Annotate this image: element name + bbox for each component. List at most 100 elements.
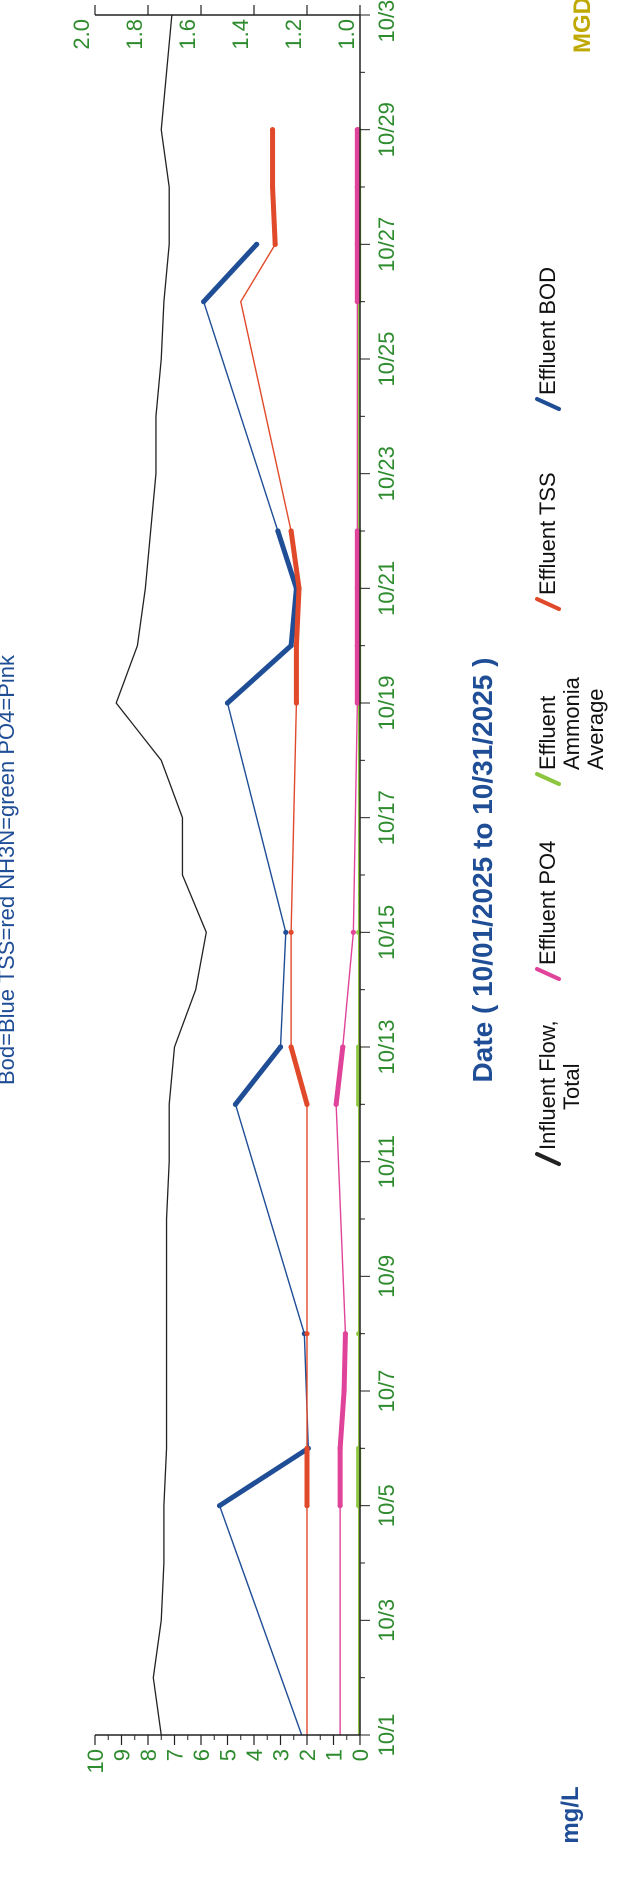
x-tick-label: 10/1 [374, 1714, 399, 1757]
y-tick-label-left: 1 [322, 1749, 347, 1761]
series-segment-1 [270, 184, 278, 247]
series-point-1 [272, 241, 278, 247]
series-point-3 [333, 1101, 339, 1107]
series-line-1 [240, 129, 308, 1735]
y-axis-label-left: mg/L [557, 1786, 584, 1843]
y-tick-label-left: 4 [242, 1749, 267, 1761]
series-segment-0 [288, 585, 299, 649]
series-point-3 [354, 241, 360, 247]
series-point-1 [288, 929, 294, 935]
y-tick-label-right: 1.6 [175, 19, 200, 50]
series-point-3 [341, 1388, 347, 1394]
series-segment-1 [293, 585, 302, 649]
x-tick-label: 10/27 [374, 217, 399, 272]
series-segment-0 [275, 528, 299, 591]
series-point-1 [288, 528, 294, 534]
series-point-1 [304, 1101, 310, 1107]
y-axis-label-right: MGD [569, 0, 596, 53]
x-tick-label: 10/3 [374, 1599, 399, 1642]
series-point-0 [232, 1101, 239, 1107]
series-point-3 [350, 929, 356, 935]
series-point-3 [337, 1503, 343, 1509]
y-tick-label-right: 1.4 [228, 19, 253, 50]
series-point-0 [277, 1044, 284, 1050]
series-segment-3 [341, 1331, 348, 1394]
series-segment-1 [288, 1044, 310, 1107]
series-segment-3 [333, 1044, 346, 1107]
legend-swatch [535, 1152, 561, 1166]
x-axis-label: Date ( 10/01/2025 to 10/31/2025 ) [467, 658, 498, 1083]
y-tick-label-right: 1.0 [334, 19, 359, 50]
x-tick-label: 10/5 [374, 1484, 399, 1527]
x-tick-label: 10/21 [374, 561, 399, 616]
series-point-0 [288, 643, 294, 649]
legend-swatch [535, 597, 561, 611]
series-point-3 [337, 1445, 343, 1451]
series-point-0 [254, 241, 260, 247]
series-point-0 [283, 929, 289, 935]
series-point-0 [201, 299, 207, 305]
series-point-3 [342, 1331, 349, 1337]
x-tick-label: 10/31 [374, 0, 399, 43]
series-line-0 [202, 243, 310, 1736]
y-tick-label-left: 2 [295, 1749, 320, 1761]
series-point-1 [296, 585, 302, 591]
legend-swatch [535, 397, 561, 411]
x-tick-label: 10/13 [374, 1019, 399, 1074]
legend-label: Influent Flow,Total [535, 1020, 584, 1150]
y-tick-label-right: 2.0 [69, 19, 94, 50]
legend-swatch [535, 967, 561, 981]
series-point-3 [354, 643, 360, 649]
series-point-1 [269, 127, 276, 133]
x-tick-label: 10/9 [374, 1255, 399, 1298]
x-tick-label: 10/25 [374, 331, 399, 386]
legend-label: Effluent PO4 [535, 841, 560, 965]
y-tick-label-left: 5 [216, 1749, 241, 1761]
series-point-1 [269, 184, 276, 190]
y-tick-label-left: 9 [110, 1749, 135, 1761]
x-tick-label: 10/11 [374, 1135, 399, 1188]
series-point-3 [354, 299, 360, 305]
series-point-1 [288, 1044, 294, 1050]
legend-label: Effluent TSS [535, 472, 560, 595]
y-tick-label-left: 0 [348, 1749, 373, 1761]
series-point-3 [340, 1044, 346, 1050]
series-point-0 [275, 528, 281, 534]
y-tick-label-right: 1.8 [122, 19, 147, 50]
series-segment-3 [337, 1388, 347, 1451]
y-tick-label-left: 3 [269, 1749, 294, 1761]
series-point-0 [224, 700, 231, 706]
series-segment-0 [201, 241, 260, 305]
y-tick-label-left: 6 [189, 1749, 214, 1761]
series-point-0 [216, 1503, 223, 1509]
x-tick-label: 10/15 [374, 905, 399, 960]
chart-title: Bod=Blue TSS=red NH3N=green PO4=Pink [0, 654, 19, 1085]
series-segment-0 [217, 1445, 311, 1509]
series-point-3 [354, 528, 360, 534]
x-tick-label: 10/7 [374, 1370, 399, 1413]
series-segment-0 [225, 643, 294, 706]
series-point-1 [293, 700, 299, 706]
series-point-1 [304, 1445, 310, 1451]
series-point-3 [354, 585, 360, 591]
series-point-1 [304, 1331, 310, 1337]
y-tick-label-left: 10 [83, 1749, 108, 1773]
series-point-1 [304, 1503, 310, 1509]
x-tick-label: 10/19 [374, 675, 399, 730]
series-line-4 [115, 14, 207, 1736]
series-point-3 [354, 700, 360, 706]
y-tick-label-left: 7 [163, 1749, 188, 1761]
series-segment-1 [288, 528, 302, 591]
series-point-3 [354, 184, 360, 190]
x-tick-label: 10/17 [374, 790, 399, 845]
legend-label: EffluentAmmoniaAverage [535, 676, 608, 770]
y-tick-label-left: 8 [136, 1749, 161, 1761]
legend-swatch [535, 772, 561, 786]
legend-label: Effluent BOD [535, 267, 560, 395]
x-tick-label: 10/23 [374, 446, 399, 501]
series-segment-0 [232, 1044, 283, 1107]
series-point-3 [354, 127, 360, 133]
y-tick-label-right: 1.2 [281, 19, 306, 50]
